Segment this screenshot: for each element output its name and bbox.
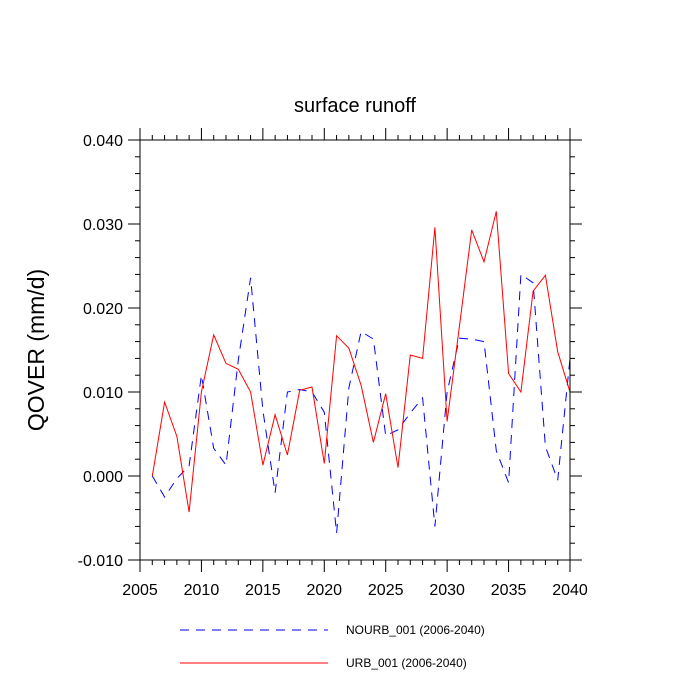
y-tick-label: 0.020 bbox=[83, 301, 123, 318]
x-tick-label: 2010 bbox=[184, 582, 220, 599]
y-tick-label: 0.030 bbox=[83, 217, 123, 234]
x-tick-label: 2015 bbox=[245, 582, 281, 599]
legend: NOURB_001 (2006-2040) URB_001 (2006-2040) bbox=[180, 623, 485, 670]
series-line-2 bbox=[151, 211, 571, 513]
chart-title: surface runoff bbox=[294, 95, 416, 117]
legend-label: URB_001 (2006-2040) bbox=[346, 656, 467, 670]
axis-tick-labels: 2005 2010 2015 2020 2025 2030 2035 2040 -0.010 0.… bbox=[78, 133, 588, 599]
x-tick-label: 2020 bbox=[306, 582, 342, 599]
plot-frame bbox=[139, 139, 571, 561]
x-tick-label: 2005 bbox=[122, 582, 158, 599]
x-tick-label: 2040 bbox=[552, 582, 588, 599]
series-lines bbox=[151, 211, 571, 534]
y-tick-label: 0.040 bbox=[83, 133, 123, 150]
y-axis-label: QOVER (mm/d) bbox=[23, 269, 49, 431]
legend-label: NOURB_001 (2006-2040) bbox=[346, 623, 485, 637]
x-tick-label: 2025 bbox=[368, 582, 404, 599]
y-tick-label: 0.010 bbox=[83, 385, 123, 402]
series-line-1 bbox=[151, 273, 571, 534]
x-tick-label: 2035 bbox=[491, 582, 527, 599]
y-tick-label: -0.010 bbox=[78, 553, 123, 570]
axis-ticks bbox=[128, 128, 582, 572]
y-tick-label: 0.000 bbox=[83, 469, 123, 486]
x-tick-label: 2030 bbox=[429, 582, 465, 599]
